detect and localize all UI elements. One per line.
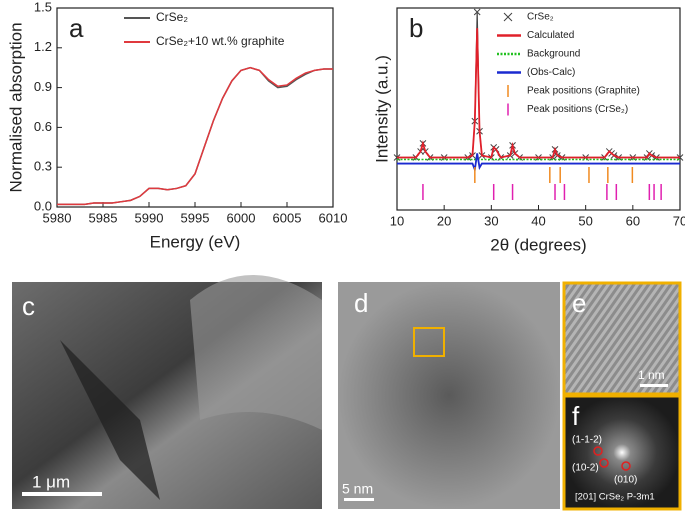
x-tick-label: 5990 (135, 210, 164, 225)
panel-label: c (22, 291, 35, 321)
x-tick-label: 30 (484, 213, 498, 228)
legend-label: CrSe₂+10 wt.% graphite (156, 34, 285, 48)
y-tick-label: 1.2 (34, 39, 52, 54)
sem-feature (190, 275, 322, 430)
legend-label: Peak positions (CrSe₂) (527, 104, 628, 115)
scale-text: 1 μm (32, 472, 70, 491)
spot (621, 461, 631, 471)
fft-image (562, 394, 682, 511)
y-tick-label: 0.3 (34, 159, 52, 174)
x-tick-label: 6000 (227, 210, 256, 225)
legend-label: CrSe₂ (156, 10, 188, 24)
scale-bar (22, 492, 102, 496)
y-axis-label: Normalised absorption (6, 22, 25, 192)
x-tick-label: 60 (626, 213, 640, 228)
zoom-box (413, 327, 445, 357)
hrtem-image (562, 281, 682, 396)
scale-text: 1 nm (638, 368, 665, 382)
data-line (397, 28, 680, 159)
x-tick-label: 6005 (273, 210, 302, 225)
x-tick-label: 6010 (319, 210, 348, 225)
legend-label: Calculated (527, 30, 574, 41)
legend-label: Background (527, 49, 580, 60)
x-axis-label: Energy (eV) (150, 232, 241, 251)
y-tick-label: 0.6 (34, 119, 52, 134)
x-tick-label: 50 (578, 213, 592, 228)
spot-label: (1-1-2) (572, 435, 602, 446)
legend-label: (Obs-Calc) (527, 67, 575, 78)
legend-label: CrSe₂ (527, 12, 554, 23)
y-tick-label: 0.9 (34, 79, 52, 94)
caption: [201] CrSe₂ P-3m1 (575, 492, 655, 503)
x-tick-label: 5995 (181, 210, 210, 225)
y-axis-label: Intensity (a.u.) (372, 55, 391, 163)
panel-label: b (409, 13, 423, 43)
legend-swatch (503, 12, 513, 22)
spot-label: (010) (614, 475, 637, 486)
image-f: f (1-1-2) (10-2) (010) [201] CrSe₂ P-3m1 (562, 394, 682, 511)
sem-feature (60, 340, 160, 500)
x-tick-label: 40 (531, 213, 545, 228)
x-tick-label: 20 (437, 213, 451, 228)
scale-bar (640, 384, 668, 387)
panel-label: f (572, 401, 580, 431)
legend-label: Peak positions (Graphite) (527, 86, 640, 97)
data-line (57, 66, 333, 206)
scale-bar (344, 498, 374, 501)
panel-label: a (69, 13, 84, 43)
spot-label: (10-2) (572, 463, 599, 474)
scale-text: 5 nm (342, 481, 373, 497)
data-line (397, 153, 680, 174)
image-c: c 1 μm (12, 275, 322, 509)
panel-label: e (572, 288, 586, 318)
x-tick-label: 10 (390, 213, 404, 228)
y-tick-label: 1.5 (34, 0, 52, 14)
x-tick-label: 5980 (43, 210, 72, 225)
tem-image (338, 282, 560, 509)
x-tick-label: 70 (673, 213, 685, 228)
y-tick-label: 0.0 (34, 198, 52, 213)
image-d: d 5 nm (338, 282, 560, 509)
spot (593, 446, 603, 456)
image-e: e 1 nm (562, 281, 682, 396)
obs-marker (473, 8, 481, 16)
data-line (57, 66, 333, 206)
panel-label: d (354, 288, 368, 318)
x-tick-label: 5985 (89, 210, 118, 225)
spot (599, 458, 609, 468)
x-axis-label: 2θ (degrees) (490, 235, 586, 254)
